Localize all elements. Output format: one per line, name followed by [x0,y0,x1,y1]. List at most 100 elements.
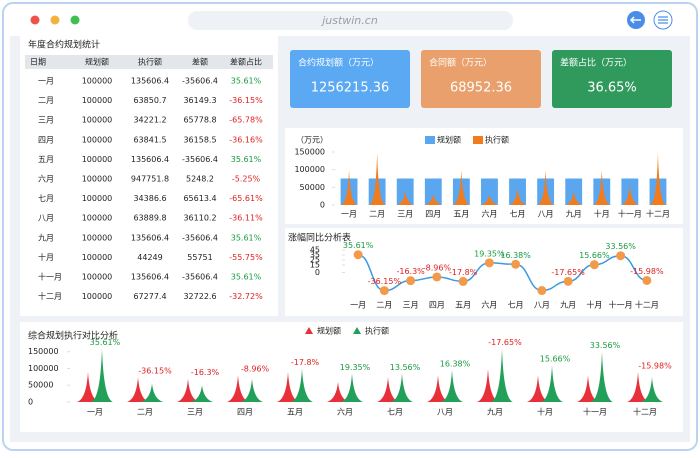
table-cell: -65.78% [229,116,263,125]
table-cell: 100000 [82,253,113,262]
spike [481,194,498,205]
x-tick-label: 七月 [510,210,526,219]
x-tick-label: 一月 [87,408,103,417]
kpi-card [290,50,410,108]
table-cell: 十二月 [38,291,62,301]
table-cell: 十一月 [38,272,62,282]
annotation: -17.8% [291,358,320,367]
url-bar[interactable] [188,11,513,30]
table-cell: 二月 [38,96,54,105]
value-label: -8.96% [423,263,452,272]
table-cell: 65778.8 [183,116,216,125]
table-cell: 63889.8 [133,214,166,223]
table-cell: 65613.4 [183,194,216,203]
annotation: 35.61% [90,338,121,347]
table-cell: 三月 [38,116,54,125]
y-tick-label: 100000 [28,364,59,373]
chart3-panel [20,322,683,432]
y-tick-label: 50000 [28,381,53,390]
x-tick-label: 十一月 [618,209,642,219]
table-cell: 六月 [38,174,54,184]
spike [537,169,554,205]
table-header-bg [25,55,273,69]
x-tick-label: 二月 [376,301,392,310]
x-tick-label: 十月 [586,300,602,310]
point [458,276,468,286]
x-tick-label: 十一月 [583,407,607,417]
spike [177,378,199,402]
table-cell: 八月 [38,214,54,223]
x-tick-label: 七月 [508,301,524,310]
annotation: -15.98% [638,361,672,370]
table-cell: 100000 [82,214,113,223]
table-cell: 100000 [82,116,113,125]
table-cell: 100000 [82,273,113,282]
value-label: 19.35% [474,249,505,258]
kpi-label: 合约规划额（万元） [298,57,379,69]
min-dot[interactable] [50,15,60,25]
bar [424,178,442,205]
x-tick-label: 八月 [538,210,554,219]
table-cell: 5248.2 [186,175,214,184]
value-label: -17.8% [449,268,478,277]
max-dot[interactable] [70,15,80,25]
spike [425,194,442,205]
annotation: 19.35% [340,363,371,372]
chart-title: 综合规划执行对比分析 [28,330,118,342]
spike [509,187,526,205]
spike [377,376,399,402]
x-tick-label: 一月 [341,210,357,219]
table-cell: -32.72% [229,292,263,301]
point [642,275,652,285]
y-tick-label: 0 [320,201,325,210]
table-cell: 36149.3 [183,96,216,105]
x-tick-label: 六月 [481,300,497,310]
point [563,276,573,286]
table-cell: 135606.4 [131,77,169,86]
back-icon [629,16,641,24]
table-cell: 100000 [82,155,113,164]
table-header: 规划额 [85,57,109,67]
table-cell: 35.61% [231,273,262,282]
spike [541,365,563,402]
spike [391,373,413,402]
table-cell: 35.61% [231,77,262,86]
x-tick-label: 四月 [429,301,445,310]
spike [641,376,663,402]
spike [127,376,149,402]
table-cell: -36.15% [229,96,263,105]
annotation: 16.38% [440,360,471,369]
table-cell: 35.61% [231,233,262,242]
kpi-value: 36.65% [587,81,637,96]
table-cell: -55.75% [229,253,263,262]
table-header: 差额占比 [230,57,262,67]
table-cell: 32722.6 [183,292,216,301]
point [353,250,363,260]
x-tick-label: 九月 [560,301,576,310]
value-label: 33.56% [605,242,636,251]
spike [577,375,599,402]
x-tick-label: 十二月 [635,300,659,310]
spike [591,351,613,402]
table-cell: 100000 [82,292,113,301]
table-header: 执行额 [138,57,162,67]
chart2-panel [285,228,683,316]
x-tick-label: 二月 [137,408,153,417]
bar [481,178,498,205]
kpi-value: 1256215.36 [311,81,390,96]
spike [327,381,349,402]
x-tick-label: 三月 [397,210,413,219]
close-dot[interactable] [30,15,40,25]
spike [341,169,357,205]
table-cell: 36110.2 [183,214,216,223]
table-cell: -35606.4 [182,233,218,242]
spike [241,378,263,402]
y-tick-label: 45 [310,246,320,255]
annotation: -36.15% [138,366,172,375]
annotation: 15.66% [540,355,571,364]
annotation: 33.56% [590,341,621,350]
legend-swatch [473,136,483,144]
value-label: 15.66% [579,251,610,260]
spike [191,385,213,402]
